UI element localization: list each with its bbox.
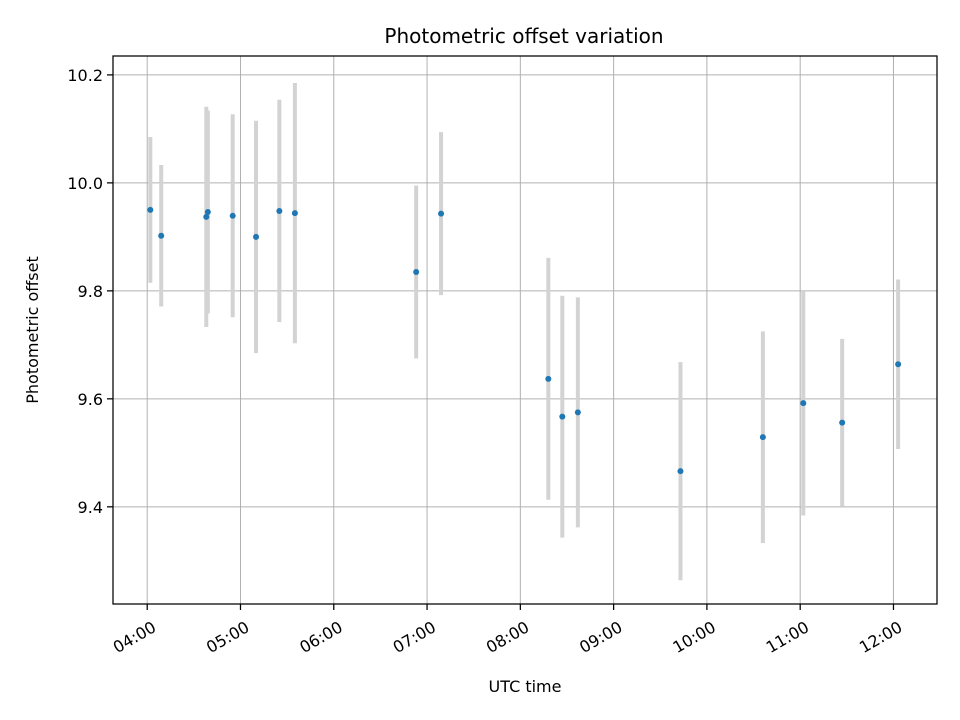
data-point (559, 413, 566, 420)
plot-area-frame (112, 55, 938, 605)
data-point (800, 400, 807, 407)
data-point (204, 209, 211, 216)
y-tick-label: 9.8 (78, 282, 103, 301)
x-tick-label: 07:00 (390, 617, 439, 657)
error-bars (148, 82, 901, 581)
x-tick-label: 10:00 (669, 617, 718, 657)
grid (113, 56, 937, 604)
x-axis-label: UTC time (489, 677, 562, 696)
data-point (229, 212, 236, 219)
y-tick-label: 9.6 (78, 390, 103, 409)
x-tick-label: 05:00 (203, 617, 252, 657)
data-point (677, 468, 684, 475)
data-point (545, 375, 552, 382)
data-point (147, 206, 154, 213)
data-point (276, 207, 283, 214)
chart-title: Photometric offset variation (384, 24, 663, 48)
data-point (158, 232, 165, 239)
y-axis-label: Photometric offset (23, 256, 42, 404)
data-point (574, 409, 581, 416)
x-tick-label: 12:00 (856, 617, 905, 657)
x-tick-label: 09:00 (576, 617, 625, 657)
y-tick-label: 10.0 (67, 174, 103, 193)
x-tick-label: 08:00 (483, 617, 532, 657)
data-point (438, 210, 445, 217)
data-points (147, 206, 902, 475)
x-tick-label: 06:00 (296, 617, 345, 657)
data-point (203, 213, 210, 220)
data-point (413, 268, 420, 275)
data-point (839, 419, 846, 426)
data-point (291, 210, 298, 217)
y-tick-label: 10.2 (67, 66, 103, 85)
x-tick-label: 11:00 (763, 617, 812, 657)
x-axis-ticks: 04:00 05:00 06:00 07:00 08:00 09:00 10:00 11:00… (110, 604, 905, 657)
y-tick-label: 9.4 (78, 498, 103, 517)
data-point (895, 361, 902, 368)
y-axis-ticks: 9.4 9.6 9.8 10.0 10.2 (67, 66, 113, 517)
x-tick-label: 04:00 (110, 617, 159, 657)
data-point (759, 434, 766, 441)
data-point (253, 233, 260, 240)
